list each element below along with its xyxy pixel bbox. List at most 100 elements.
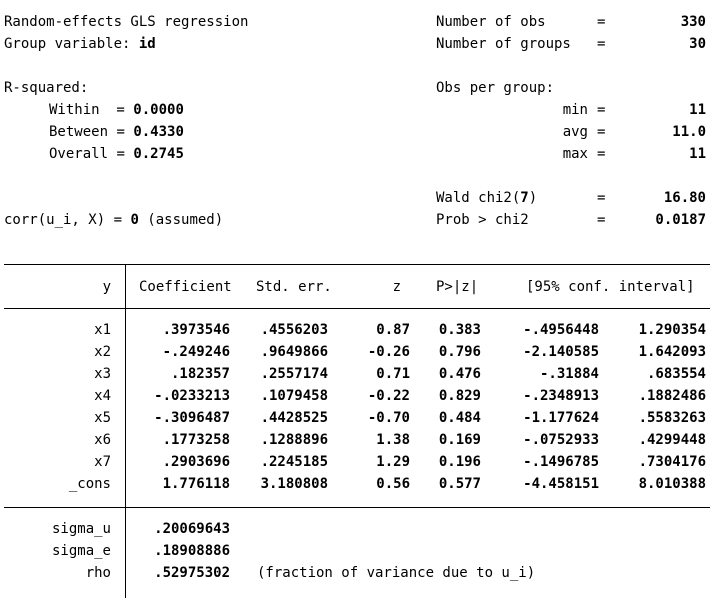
row-se: .4428525 bbox=[260, 410, 328, 426]
eq-sign: = bbox=[108, 124, 134, 140]
row-ci-lo: -4.458151 bbox=[523, 476, 599, 492]
table-header-rule bbox=[4, 308, 710, 309]
row-ci-hi: .7304176 bbox=[638, 454, 706, 470]
row-coef: -.249246 bbox=[162, 344, 230, 360]
row-se: .4556203 bbox=[260, 322, 328, 338]
row-p: 0.476 bbox=[438, 366, 481, 382]
group-variable-label: Group variable: bbox=[4, 36, 139, 52]
row-se: 3.180808 bbox=[260, 476, 328, 492]
row-var: x4 bbox=[94, 388, 111, 404]
col-header-coefficient: Coefficient bbox=[139, 279, 232, 295]
nobs-eq: = bbox=[597, 14, 606, 30]
row-var: x1 bbox=[94, 322, 111, 338]
nobs-value: 330 bbox=[680, 14, 706, 30]
row-p: 0.169 bbox=[438, 432, 481, 448]
prob-label: Prob > chi2 bbox=[436, 212, 529, 228]
row-ci-hi: .5583263 bbox=[638, 410, 706, 426]
prob-value: 0.0187 bbox=[655, 212, 706, 228]
row-ci-lo: -.31884 bbox=[539, 366, 599, 382]
sigma-u-label: sigma_u bbox=[51, 521, 111, 537]
corr-suffix: (assumed) bbox=[138, 212, 224, 228]
row-z: 1.29 bbox=[376, 454, 410, 470]
min-eq: = bbox=[597, 102, 606, 118]
obs-per-group-label: Obs per group: bbox=[436, 80, 555, 96]
row-var: x5 bbox=[94, 410, 111, 426]
rho-value: .52975302 bbox=[154, 565, 230, 581]
group-variable-value: id bbox=[138, 36, 156, 52]
row-z: -0.26 bbox=[367, 344, 410, 360]
prob-eq: = bbox=[597, 212, 606, 228]
table-vertical-rule bbox=[125, 264, 126, 598]
row-coef: .3973546 bbox=[162, 322, 230, 338]
row-p: 0.196 bbox=[438, 454, 481, 470]
row-ci-hi: .683554 bbox=[646, 366, 706, 382]
row-p: 0.829 bbox=[438, 388, 481, 404]
sigma-e-label: sigma_e bbox=[51, 543, 111, 559]
between-value: 0.4330 bbox=[133, 124, 184, 140]
row-z: -0.70 bbox=[367, 410, 410, 426]
row-coef: -.3096487 bbox=[154, 410, 230, 426]
regression-title: Random-effects GLS regression bbox=[4, 14, 249, 30]
row-var: x3 bbox=[94, 366, 111, 382]
row-coef: .182357 bbox=[170, 366, 230, 382]
row-ci-hi: 1.290354 bbox=[638, 322, 706, 338]
row-p: 0.577 bbox=[438, 476, 481, 492]
within-label: Within bbox=[49, 102, 100, 118]
row-var: _cons bbox=[68, 476, 111, 492]
eq-sign: = bbox=[99, 102, 134, 118]
corr-value: 0 bbox=[130, 212, 139, 228]
row-ci-hi: .4299448 bbox=[638, 432, 706, 448]
row-ci-lo: -.2348913 bbox=[523, 388, 599, 404]
row-coef: .1773258 bbox=[162, 432, 230, 448]
overall-value: 0.2745 bbox=[133, 146, 184, 162]
rho-note: (fraction of variance due to u_i) bbox=[257, 565, 536, 581]
ngroups-value: 30 bbox=[689, 36, 706, 52]
row-ci-lo: -.4956448 bbox=[523, 322, 599, 338]
avg-label: avg bbox=[562, 124, 588, 140]
row-ci-lo: -.1496785 bbox=[523, 454, 599, 470]
col-header-z: z bbox=[392, 279, 401, 295]
col-header-std-err: Std. err. bbox=[256, 279, 332, 295]
r-squared-label: R-squared: bbox=[4, 80, 89, 96]
row-z: 0.71 bbox=[376, 366, 410, 382]
corr-label: corr(u_i, X) = bbox=[4, 212, 131, 228]
max-label: max bbox=[562, 146, 588, 162]
within-value: 0.0000 bbox=[133, 102, 184, 118]
row-ci-lo: -2.140585 bbox=[523, 344, 599, 360]
col-header-conf-interval: [95% conf. interval] bbox=[526, 279, 695, 295]
row-ci-hi: .1882486 bbox=[638, 388, 706, 404]
col-header-depvar: y bbox=[102, 279, 111, 295]
row-coef: .2903696 bbox=[162, 454, 230, 470]
avg-value: 11.0 bbox=[672, 124, 706, 140]
row-z: 1.38 bbox=[376, 432, 410, 448]
col-header-p: P>|z| bbox=[436, 279, 479, 295]
row-p: 0.484 bbox=[438, 410, 481, 426]
row-var: x2 bbox=[94, 344, 111, 360]
corr-ui-x: corr(u_i, X) = 0 (assumed) bbox=[4, 209, 223, 231]
ngroups-eq: = bbox=[597, 36, 606, 52]
overall-label: Overall bbox=[49, 146, 109, 162]
wald-label: Wald chi2(7) bbox=[436, 187, 537, 209]
row-se: .2557174 bbox=[260, 366, 328, 382]
max-eq: = bbox=[597, 146, 606, 162]
ngroups-label: Number of groups bbox=[436, 36, 571, 52]
row-se: .1288896 bbox=[260, 432, 328, 448]
r-squared-between: Between = 0.4330 bbox=[49, 121, 184, 143]
wald-value: 16.80 bbox=[663, 190, 706, 206]
row-ci-hi: 1.642093 bbox=[638, 344, 706, 360]
sigma-u-value: .20069643 bbox=[154, 521, 230, 537]
row-z: -0.22 bbox=[367, 388, 410, 404]
group-variable: Group variable: id bbox=[4, 33, 156, 55]
min-label: min bbox=[562, 102, 588, 118]
wald-eq: = bbox=[597, 190, 606, 206]
row-z: 0.87 bbox=[376, 322, 410, 338]
sigma-e-value: .18908886 bbox=[154, 543, 230, 559]
avg-eq: = bbox=[597, 124, 606, 140]
r-squared-overall: Overall = 0.2745 bbox=[49, 143, 184, 165]
r-squared-within: Within = 0.0000 bbox=[49, 99, 184, 121]
row-se: .9649866 bbox=[260, 344, 328, 360]
rho-label: rho bbox=[85, 565, 111, 581]
wald-df: 7 bbox=[520, 190, 529, 206]
row-se: .2245185 bbox=[260, 454, 328, 470]
row-se: .1079458 bbox=[260, 388, 328, 404]
